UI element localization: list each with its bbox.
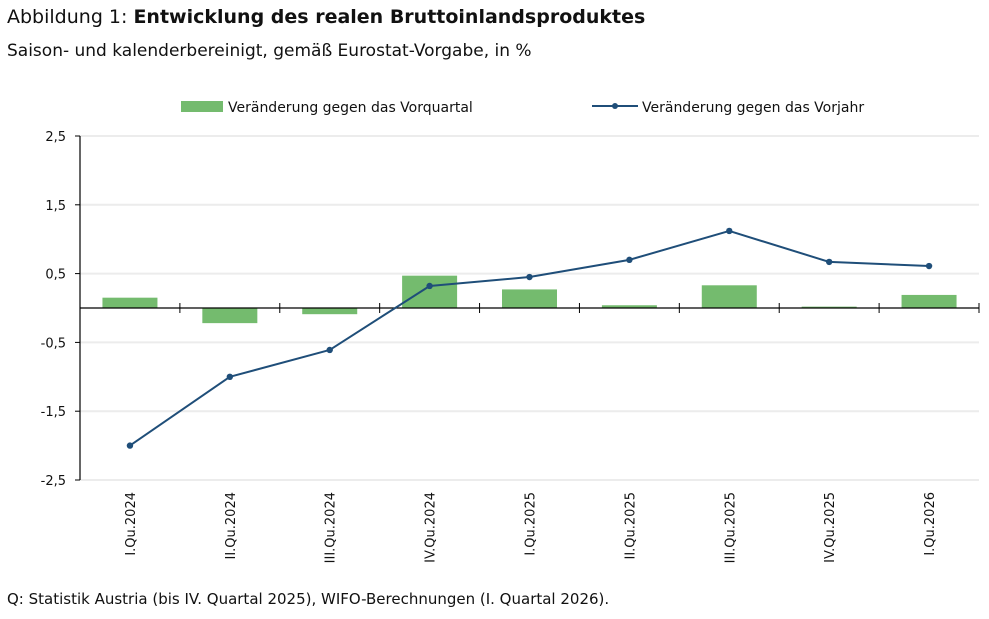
bar [102, 297, 158, 308]
x-tick-label: II.Qu.2024 [224, 492, 239, 560]
line-marker [726, 227, 733, 235]
line-series [126, 227, 933, 449]
legend-label-bar: Veränderung gegen das Vorquartal [228, 100, 473, 116]
bar [402, 275, 458, 308]
y-axis: 2,5 1,5 0,5 -0,5 -1,5 -2,5 [41, 130, 81, 489]
x-tick-label: I.Qu.2025 [524, 492, 539, 556]
legend-swatch-marker [612, 103, 618, 109]
line-marker [925, 262, 933, 270]
figure-subtitle: Saison- und kalenderbereinigt, gemäß Eur… [7, 41, 532, 61]
bar-series [102, 275, 957, 324]
y-tick-label: -1,5 [41, 405, 66, 420]
y-tick-label: 1,5 [45, 199, 66, 214]
line-marker [526, 273, 533, 281]
legend-swatch-bar [181, 101, 223, 112]
bar [302, 308, 358, 315]
legend: Veränderung gegen das Vorquartal Verände… [181, 100, 864, 116]
line-marker [626, 256, 633, 264]
figure-title: Abbildung 1: Entwicklung des realen Brut… [7, 6, 645, 28]
bar [601, 305, 657, 308]
line-marker [426, 282, 433, 290]
x-tick-label: I.Qu.2024 [124, 492, 139, 556]
bar [701, 285, 757, 308]
bar [801, 306, 857, 308]
gridlines [80, 135, 979, 481]
x-tick-label: III.Qu.2025 [723, 492, 738, 563]
bar [901, 294, 957, 308]
y-tick-label: -2,5 [41, 474, 66, 489]
line-marker [226, 373, 234, 380]
figure-title-prefix: Abbildung 1: [7, 6, 134, 28]
x-tick-labels: I.Qu.2024 II.Qu.2024 III.Qu.2024 IV.Qu.2024… [124, 492, 938, 563]
bar [502, 289, 557, 308]
chart: 2,5 1,5 0,5 -0,5 -1,5 -2,5 I.Qu.2024 II.Qu.202… [41, 100, 980, 563]
x-tick-label: IV.Qu.2025 [823, 492, 838, 563]
line-marker [126, 442, 134, 449]
line-marker [825, 258, 833, 266]
x-tick-label: IV.Qu.2024 [424, 492, 439, 563]
figure-title-main: Entwicklung des realen Bruttoinlandsprod… [133, 6, 646, 28]
y-tick-label: 0,5 [45, 268, 66, 283]
y-tick-label: 2,5 [45, 130, 66, 145]
x-tick-label: II.Qu.2025 [623, 492, 638, 560]
x-axis [80, 303, 980, 313]
bar [202, 308, 258, 324]
x-tick-label: III.Qu.2024 [324, 492, 339, 563]
line-path [129, 229, 930, 447]
legend-label-line: Veränderung gegen das Vorjahr [642, 100, 864, 116]
line-marker [326, 346, 333, 354]
x-tick-label: I.Qu.2026 [923, 492, 938, 556]
y-tick-label: -0,5 [41, 336, 66, 351]
source-note: Q: Statistik Austria (bis IV. Quartal 20… [7, 590, 610, 608]
